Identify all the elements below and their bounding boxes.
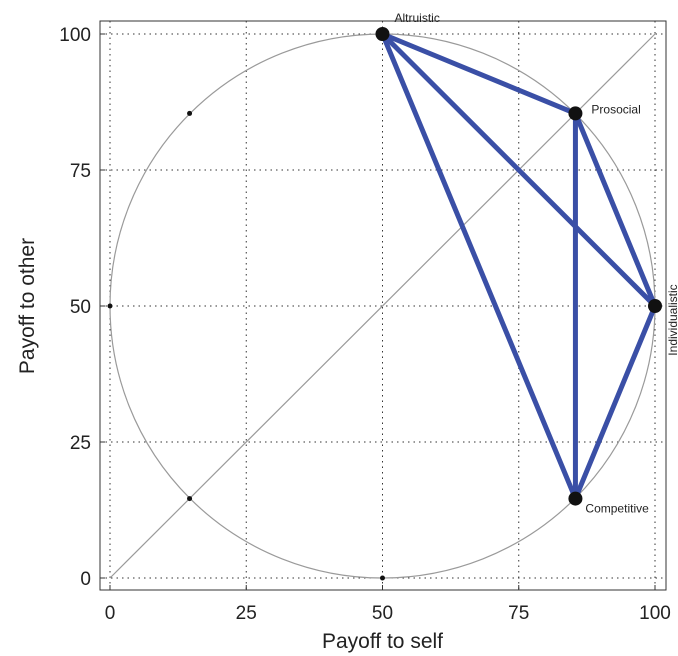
small-point xyxy=(187,110,193,116)
diagonal-line xyxy=(109,33,656,579)
x-axis-label: Payoff to self xyxy=(322,630,443,653)
point-label-altruistic: Altruistic xyxy=(395,11,440,25)
y-axis-label: Payoff to other xyxy=(16,238,39,374)
point-prosocial xyxy=(568,106,583,121)
y-tick-label: 75 xyxy=(70,161,91,182)
y-tick-label: 0 xyxy=(80,569,91,590)
edge-line xyxy=(380,31,578,502)
edge-line xyxy=(380,31,578,116)
point-individualistic xyxy=(648,299,662,313)
point-label-prosocial: Prosocial xyxy=(591,102,640,116)
small-point xyxy=(107,303,113,309)
point-label-individualistic: Individualistic xyxy=(666,284,678,355)
point-altruistic xyxy=(375,27,390,41)
x-tick-label: 75 xyxy=(508,603,529,624)
y-tick-label: 100 xyxy=(59,25,91,46)
point-competitive xyxy=(568,491,583,506)
x-tick-label: 50 xyxy=(372,603,393,624)
edge-line xyxy=(572,303,658,502)
x-tick-label: 25 xyxy=(236,603,257,624)
x-tick-label: 0 xyxy=(105,603,116,624)
point-label-competitive: Competitive xyxy=(585,502,649,516)
y-tick-label: 50 xyxy=(70,297,91,318)
small-point xyxy=(380,575,385,581)
edge-line xyxy=(572,110,658,309)
edge-line xyxy=(380,31,658,309)
y-tick-label: 25 xyxy=(70,433,91,454)
small-point xyxy=(187,496,193,502)
x-tick-label: 100 xyxy=(639,603,671,624)
